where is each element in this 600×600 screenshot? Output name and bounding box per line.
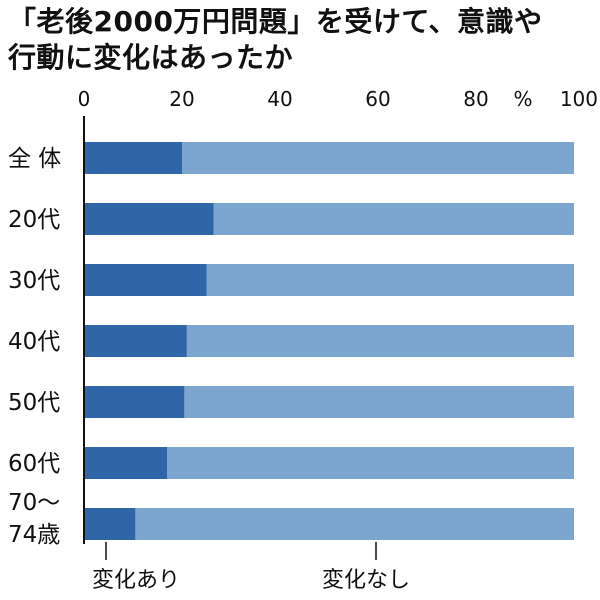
x-tick-label-60: 60 <box>365 87 390 111</box>
bar-unchanged-1 <box>213 203 574 235</box>
category-label-0: 全 体 <box>8 146 61 172</box>
bar-unchanged-0 <box>182 142 574 174</box>
bar-unchanged-2 <box>206 264 574 296</box>
bar-unchanged-3 <box>186 325 574 357</box>
category-label-4: 50代 <box>8 390 60 416</box>
x-tick-label-20: 20 <box>169 87 194 111</box>
bar-changed-6 <box>84 508 136 540</box>
category-label-2: 30代 <box>8 268 60 294</box>
bar-unchanged-5 <box>167 447 575 479</box>
chart-title: 「老後2000万円問題」を受けて、意識や 行動に変化はあったか <box>8 4 596 76</box>
bar-changed-3 <box>84 325 187 357</box>
category-label-6-line-1: 70〜 <box>8 490 60 516</box>
bar-changed-5 <box>84 447 168 479</box>
chart-title-line-2: 行動に変化はあったか <box>8 41 294 74</box>
category-label-5: 60代 <box>8 451 60 477</box>
bar-changed-2 <box>84 264 207 296</box>
chart-title-line-1: 「老後2000万円問題」を受けて、意識や <box>8 5 543 38</box>
category-label-1: 20代 <box>8 207 60 233</box>
legend-label-unchanged: 変化なし <box>322 568 410 593</box>
bar-changed-1 <box>84 203 214 235</box>
category-label-6-line-2: 74歳 <box>8 522 60 548</box>
bar-unchanged-6 <box>135 508 574 540</box>
x-tick-label-100: 100 <box>560 87 598 111</box>
bar-changed-4 <box>84 386 185 418</box>
legend-label-changed: 変化あり <box>92 568 180 593</box>
category-label-3: 40代 <box>8 329 60 355</box>
x-axis-unit: % <box>513 87 532 111</box>
bar-changed-0 <box>84 142 182 174</box>
bar-unchanged-4 <box>184 386 574 418</box>
x-tick-label-0: 0 <box>78 87 91 111</box>
x-tick-label-40: 40 <box>267 87 292 111</box>
x-tick-label-80: 80 <box>463 87 488 111</box>
